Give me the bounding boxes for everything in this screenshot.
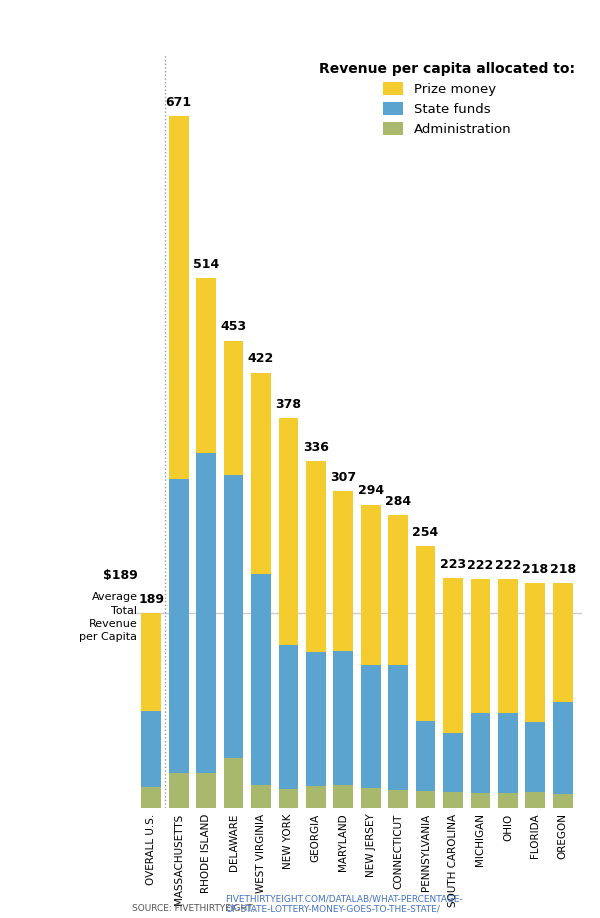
- Text: 222: 222: [495, 559, 521, 572]
- Text: 307: 307: [330, 471, 356, 484]
- Bar: [306, 462, 326, 652]
- Text: Average
Total
Revenue
per Capita: Average Total Revenue per Capita: [79, 592, 137, 642]
- Bar: [526, 583, 545, 722]
- Bar: [251, 785, 271, 808]
- Bar: [388, 790, 408, 808]
- Bar: [443, 578, 463, 733]
- Bar: [334, 491, 353, 651]
- Bar: [361, 505, 380, 665]
- Bar: [278, 789, 298, 808]
- Bar: [224, 475, 244, 758]
- Bar: [443, 792, 463, 808]
- Bar: [334, 785, 353, 808]
- Bar: [142, 788, 161, 808]
- Text: 336: 336: [303, 442, 329, 454]
- Bar: [498, 579, 518, 713]
- Text: FIVETHIRTYEIGHT.COM/DATALAB/WHAT-PERCENTAGE-
OF-STATE-LOTTERY-MONEY-GOES-TO-THE-: FIVETHIRTYEIGHT.COM/DATALAB/WHAT-PERCENT…: [225, 894, 463, 913]
- Text: 189: 189: [138, 593, 164, 606]
- Bar: [196, 773, 216, 808]
- Text: 218: 218: [522, 563, 548, 576]
- Bar: [388, 665, 408, 790]
- Bar: [553, 794, 572, 808]
- Bar: [251, 373, 271, 574]
- Bar: [196, 453, 216, 773]
- Bar: [169, 116, 188, 479]
- Text: 254: 254: [412, 526, 439, 539]
- Bar: [224, 341, 244, 475]
- Bar: [553, 701, 572, 794]
- Text: 671: 671: [166, 95, 192, 108]
- Text: 453: 453: [220, 320, 247, 333]
- Text: 378: 378: [275, 397, 301, 411]
- Bar: [361, 789, 380, 808]
- Bar: [416, 546, 436, 722]
- Bar: [470, 579, 490, 713]
- Bar: [196, 278, 216, 453]
- Bar: [142, 711, 161, 788]
- Bar: [443, 733, 463, 792]
- Text: SOURCE: FIVETHIRTYEIGHT,: SOURCE: FIVETHIRTYEIGHT,: [132, 904, 258, 913]
- Bar: [169, 479, 188, 773]
- Bar: [361, 665, 380, 789]
- Text: 223: 223: [440, 557, 466, 571]
- Bar: [169, 773, 188, 808]
- Bar: [334, 651, 353, 785]
- Text: 422: 422: [248, 353, 274, 365]
- Bar: [278, 645, 298, 789]
- Text: 218: 218: [550, 563, 576, 576]
- Bar: [470, 793, 490, 808]
- Bar: [416, 722, 436, 791]
- Bar: [526, 722, 545, 792]
- Text: 514: 514: [193, 258, 219, 271]
- Bar: [498, 793, 518, 808]
- Bar: [278, 418, 298, 645]
- Bar: [142, 613, 161, 711]
- Bar: [306, 786, 326, 808]
- Bar: [416, 791, 436, 808]
- Bar: [470, 713, 490, 793]
- Legend: Prize money, State funds, Administration: Prize money, State funds, Administration: [314, 56, 581, 141]
- Bar: [306, 652, 326, 786]
- Bar: [498, 713, 518, 793]
- Text: 284: 284: [385, 495, 411, 508]
- Text: $189: $189: [103, 569, 137, 582]
- Text: 294: 294: [358, 485, 384, 498]
- Bar: [553, 583, 572, 701]
- Text: 222: 222: [467, 559, 494, 572]
- Bar: [224, 758, 244, 808]
- Bar: [388, 515, 408, 665]
- Bar: [251, 574, 271, 785]
- Bar: [526, 792, 545, 808]
